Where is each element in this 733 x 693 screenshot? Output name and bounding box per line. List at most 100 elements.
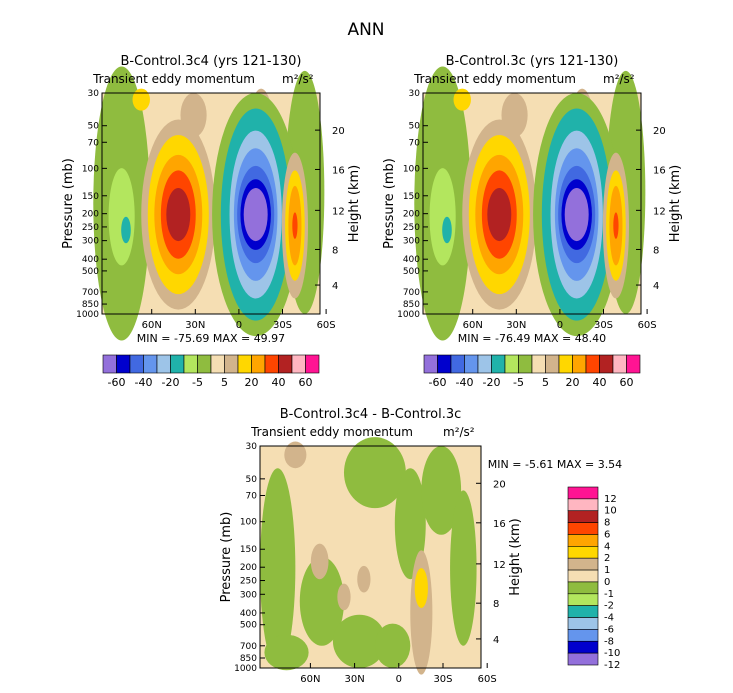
colorbar-label: -60 [429, 376, 447, 389]
colorbar-label: -2 [604, 601, 614, 612]
y-tick-label: 500 [82, 267, 99, 277]
y-tick-label: 1000 [76, 310, 99, 320]
colorbar-label: -8 [604, 636, 614, 647]
colorbar-swatch [518, 354, 533, 374]
diff-negative-cell-7 [264, 634, 309, 671]
colorbar-label: 2 [604, 553, 610, 564]
colorbar-label: 8 [604, 518, 610, 529]
y-right-axis-label: Height (km) [347, 165, 362, 242]
y-tick-label: 100 [240, 518, 257, 528]
colorbar-swatch [504, 354, 519, 374]
colorbar-swatch [612, 354, 627, 374]
negative-band-north-inner [108, 168, 135, 266]
y-tick-label: 50 [88, 122, 100, 132]
positive-band-top-cell [132, 88, 150, 111]
y-tick-label: 70 [246, 492, 258, 502]
colorbar-swatch [291, 354, 306, 374]
y-right-tick-label: 20 [332, 126, 345, 137]
diff-positive-cell-0 [284, 441, 307, 469]
chart-title: B-Control.3c (yrs 121-130) [446, 54, 619, 69]
x-tick-label: 30S [433, 674, 452, 685]
y-tick-label: 250 [240, 577, 257, 587]
y-tick-label: 200 [240, 563, 257, 573]
y-right-tick-label: 8 [493, 599, 499, 610]
y-tick-label: 500 [403, 267, 420, 277]
y-tick-label: 30 [88, 89, 100, 99]
colorbar-swatch [477, 354, 492, 374]
diff-negative-cell-0 [260, 468, 296, 668]
colorbar-label: -5 [513, 376, 524, 389]
y-tick-label: 70 [88, 138, 100, 148]
negative-cell-6 [564, 188, 589, 242]
y-tick-label: 30 [246, 442, 258, 452]
colorbar-swatch [567, 629, 599, 642]
colorbar-swatch [567, 546, 599, 559]
y-right-tick-label: 8 [332, 245, 338, 256]
plot-frame [101, 92, 321, 315]
colorbar-swatch [197, 354, 212, 374]
negative-band-north-core [442, 216, 452, 244]
colorbar-swatch [545, 354, 560, 374]
y-right-axis-label: Height (km) [668, 165, 683, 242]
colorbar-label: -4 [604, 613, 614, 624]
x-tick-label: 60N [463, 320, 483, 331]
y-tick-label: 500 [240, 621, 257, 631]
colorbar-swatch [567, 522, 599, 535]
colorbar-label: 10 [604, 506, 617, 517]
x-tick-label: 0 [396, 674, 402, 685]
y-right-tick-label: 12 [332, 206, 345, 217]
colorbar-swatch [567, 557, 599, 571]
y-axis-label: Pressure (mb) [219, 512, 234, 603]
x-tick-label: 30S [273, 320, 292, 331]
y-tick-label: 200 [82, 210, 99, 220]
diff-negative-cell-4 [421, 446, 462, 535]
min-max-label: MIN = -75.69 MAX = 49.97 [137, 332, 285, 345]
colorbar-label: -40 [456, 376, 474, 389]
chart-units: m²/s² [282, 72, 314, 86]
y-right-axis-label: Height (km) [508, 518, 523, 595]
y-tick-label: 300 [403, 237, 420, 247]
x-tick-label: 60S [317, 320, 336, 331]
y-tick-label: 400 [82, 255, 99, 265]
colorbar-label: 4 [604, 541, 610, 552]
chart-units: m²/s² [443, 425, 475, 439]
colorbar-label: 0 [604, 577, 610, 588]
chart-subtitle: Transient eddy momentum [92, 72, 255, 86]
negative-cell-6 [243, 188, 268, 242]
y-right-tick-label: 16 [332, 165, 345, 176]
y-tick-label: 300 [82, 237, 99, 247]
y-right-tick-label: 20 [493, 479, 506, 490]
south-positive-cell-3 [613, 212, 619, 239]
colorbar-label: 5 [542, 376, 549, 389]
colorbar-swatch [437, 354, 452, 374]
colorbar-swatch [251, 354, 266, 374]
colorbar-label: 20 [245, 376, 259, 389]
colorbar-swatch [102, 354, 117, 374]
colorbar-swatch [183, 354, 198, 374]
colorbar-swatch [567, 652, 599, 666]
y-right-tick-label: 12 [493, 560, 506, 571]
diff-negative-cell-1 [299, 557, 344, 646]
positive-cell-4 [487, 188, 512, 242]
y-tick-label: 400 [240, 609, 257, 619]
colorbar-swatch [170, 354, 185, 374]
min-max-label: MIN = -76.49 MAX = 48.40 [458, 332, 606, 345]
colorbar-swatch [116, 354, 131, 374]
diff-negative-cell-2 [343, 437, 406, 509]
colorbar-swatch [423, 354, 438, 374]
y-tick-label: 700 [240, 642, 257, 652]
colorbar-label: -20 [162, 376, 180, 389]
plot-frame [259, 445, 482, 669]
x-tick-label: 60N [142, 320, 162, 331]
y-right-tick-label: 4 [332, 281, 338, 292]
colorbar-swatch [567, 510, 599, 523]
colorbar-swatch [567, 617, 599, 630]
colorbar-swatch [491, 354, 506, 374]
diff-negative-cell-5 [450, 490, 477, 646]
colorbar-label: 12 [604, 494, 617, 505]
chart-units: m²/s² [603, 72, 635, 86]
x-tick-label: 30N [506, 320, 526, 331]
